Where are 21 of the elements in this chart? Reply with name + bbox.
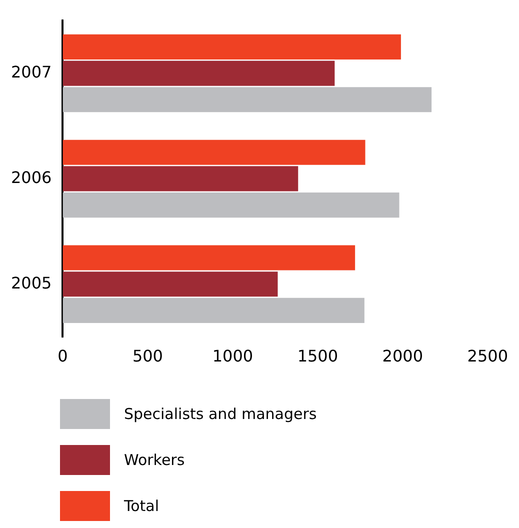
- y-tick-label: 2005: [11, 273, 52, 292]
- x-tick-label: 500: [132, 346, 163, 366]
- bar: [62, 34, 401, 60]
- legend-label: Specialists and managers: [124, 405, 317, 423]
- bar: [62, 60, 335, 86]
- y-tick-label: 2006: [11, 168, 52, 187]
- bar: [62, 87, 432, 112]
- bar: [62, 298, 364, 323]
- x-tick-label: 2000: [382, 346, 424, 366]
- legend-label: Total: [124, 497, 160, 515]
- x-tick-label: 1500: [297, 346, 338, 366]
- bar: [62, 166, 298, 192]
- bar: [62, 140, 366, 165]
- x-tick-label: 1000: [212, 346, 254, 366]
- bar: [62, 272, 278, 297]
- y-tick-label: 2007: [11, 62, 52, 82]
- bar: [62, 245, 356, 270]
- bar: [62, 192, 400, 218]
- x-tick-label: 2500: [467, 346, 508, 366]
- x-tick-label: 0: [58, 346, 68, 366]
- legend-label: Workers: [124, 451, 185, 469]
